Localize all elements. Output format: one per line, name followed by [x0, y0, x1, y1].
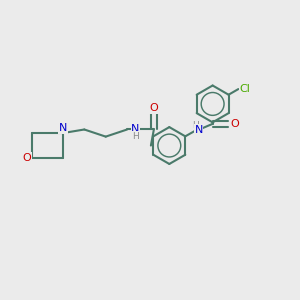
Text: N: N [131, 124, 140, 134]
Text: O: O [22, 153, 31, 163]
Text: H: H [192, 121, 199, 130]
Text: H: H [132, 131, 139, 140]
Text: Cl: Cl [239, 84, 250, 94]
Text: O: O [149, 103, 158, 113]
Text: N: N [194, 125, 203, 135]
Text: N: N [59, 123, 67, 133]
Text: O: O [230, 119, 239, 129]
